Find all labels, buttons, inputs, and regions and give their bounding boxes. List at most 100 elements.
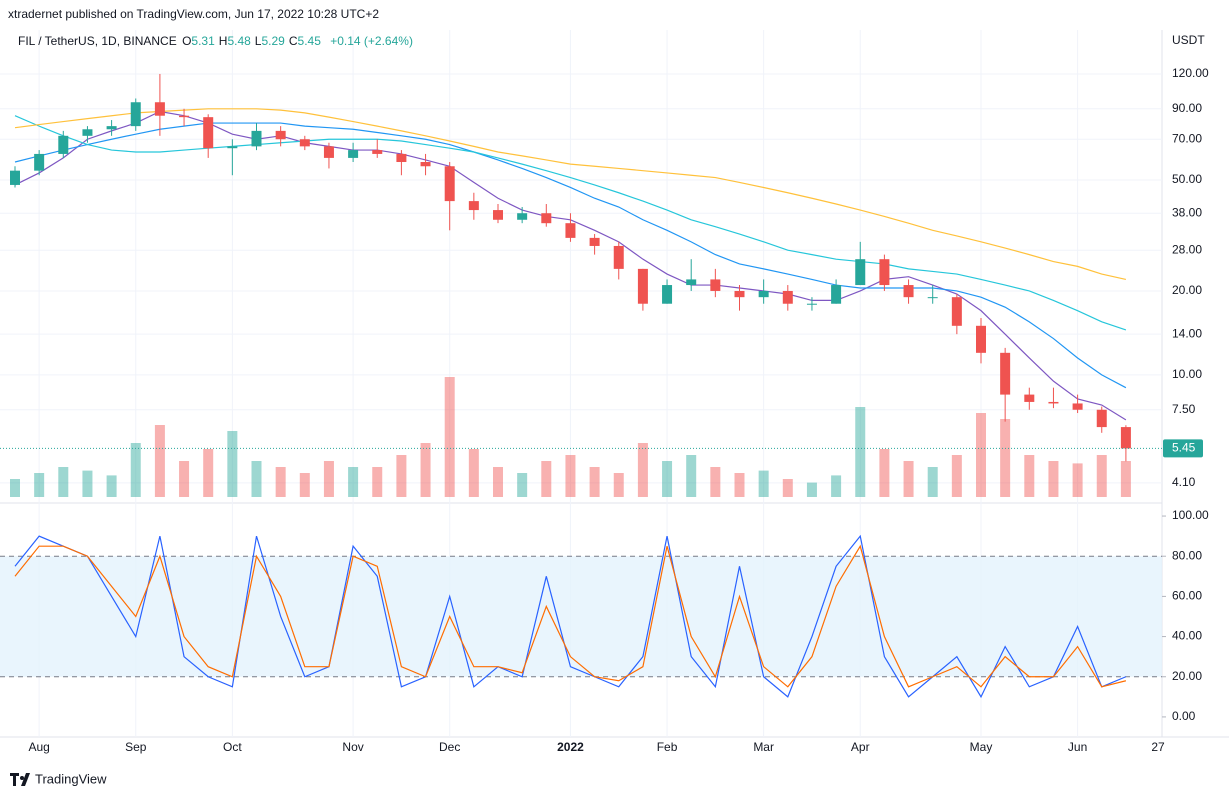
y-tick-label: 7.50 [1172, 402, 1196, 416]
y-tick-label: 10.00 [1172, 367, 1202, 381]
y-tick-label: 80.00 [1172, 548, 1202, 562]
volume-bar [710, 467, 721, 497]
volume-bar [275, 467, 286, 497]
last-price-badge [1163, 439, 1203, 458]
symbol-name: FIL / TetherUS, 1D, BINANCE [18, 34, 177, 48]
volume-bar [130, 443, 141, 497]
candle-body [951, 297, 962, 326]
y-tick-label: 70.00 [1172, 131, 1202, 145]
volume-bar [372, 467, 383, 497]
x-tick-label: Sep [125, 740, 147, 754]
brand-logo [10, 773, 30, 786]
x-tick-label: Feb [657, 740, 678, 754]
volume-bar [782, 479, 793, 497]
volume-bar [758, 470, 769, 497]
volume-bar [686, 455, 697, 497]
candle-body [637, 268, 648, 304]
candle-body [130, 102, 141, 127]
candle-body [686, 279, 697, 286]
last-price-label: 5.45 [1172, 441, 1196, 455]
x-tick-label: Mar [753, 740, 774, 754]
y-tick-label: 0.00 [1172, 709, 1196, 723]
candle-body [806, 303, 817, 305]
volume-bar [227, 431, 238, 497]
candle-body [734, 290, 745, 298]
ohlc-value: 5.29 [261, 34, 285, 48]
candle-body [251, 130, 262, 147]
candle-body [227, 146, 238, 149]
candle-body [372, 150, 383, 154]
x-tick-label: 27 [1151, 740, 1165, 754]
ohlc-label: O [182, 34, 192, 48]
volume-bar [444, 377, 455, 497]
brand-name: TradingView [35, 771, 107, 786]
volume-bar [1000, 419, 1011, 497]
candle-body [58, 135, 69, 154]
y-tick-label: 40.00 [1172, 629, 1202, 643]
band-fill [0, 556, 1162, 677]
moving-average [14, 115, 1127, 331]
volume-bar [517, 473, 528, 497]
candle-body [1024, 394, 1035, 402]
volume-bar [468, 449, 479, 497]
volume-bar [299, 473, 310, 497]
candle-body [420, 162, 431, 167]
candle-body [493, 210, 503, 220]
candle-body [34, 153, 45, 171]
candle-body [927, 297, 938, 299]
y-tick-label: 90.00 [1172, 101, 1202, 115]
y-tick-label: 120.00 [1172, 66, 1209, 80]
volume-bar [251, 461, 262, 497]
candle-body [1120, 427, 1131, 449]
price-change: +0.14 (+2.64%) [330, 34, 413, 48]
y-tick-label: 20.00 [1172, 283, 1202, 297]
x-tick-label: Oct [223, 740, 242, 754]
candle-body [396, 153, 407, 163]
oscillator-line [14, 544, 1127, 688]
ohlc-value: 5.45 [297, 34, 321, 48]
volume-bar [10, 479, 20, 497]
y-tick-label: 38.00 [1172, 205, 1202, 219]
candle-body [541, 213, 552, 224]
y-tick-label: 14.00 [1172, 326, 1202, 340]
x-tick-label: Aug [28, 740, 49, 754]
candle-body [1048, 401, 1059, 404]
volume-bar [806, 482, 817, 497]
currency-label: USDT [1172, 33, 1205, 47]
symbol-legend: FIL / TetherUS, 1D, BINANCE O5.31 H5.48 L5… [18, 34, 415, 48]
candle-body [613, 245, 624, 269]
volume-bar [1120, 461, 1131, 497]
ohlc-label: L [254, 34, 262, 48]
volume-bar [976, 413, 986, 497]
volume-bar [903, 461, 914, 497]
volume-bar [420, 443, 431, 497]
y-tick-label: 100.00 [1172, 508, 1209, 522]
candle-body [82, 129, 93, 136]
volume-bar [831, 475, 842, 497]
volume-bar [637, 443, 648, 497]
moving-average [14, 122, 1127, 389]
x-tick-label: May [970, 740, 993, 754]
candle-body [275, 130, 286, 140]
y-tick-label: 20.00 [1172, 669, 1202, 683]
candle-body [879, 259, 890, 286]
x-tick-label: 2022 [557, 740, 584, 754]
volume-bar [106, 475, 117, 497]
volume-bar [203, 449, 214, 497]
y-tick-label: 50.00 [1172, 172, 1202, 186]
candle-body [831, 285, 842, 304]
candle-body [323, 146, 334, 158]
candle-body [565, 223, 576, 238]
candle-body [855, 259, 866, 286]
candle-body [976, 325, 986, 353]
x-tick-label: Nov [342, 740, 363, 754]
x-tick-label: Apr [851, 740, 870, 754]
candle-body [517, 213, 528, 220]
published-line: xtradernet published on TradingView.com,… [8, 7, 380, 21]
candle-body [589, 237, 600, 246]
volume-bar [613, 473, 624, 497]
ohlc-label: C [288, 34, 298, 48]
x-tick-label: Jun [1068, 740, 1087, 754]
volume-bar [58, 467, 69, 497]
volume-bar [396, 455, 407, 497]
